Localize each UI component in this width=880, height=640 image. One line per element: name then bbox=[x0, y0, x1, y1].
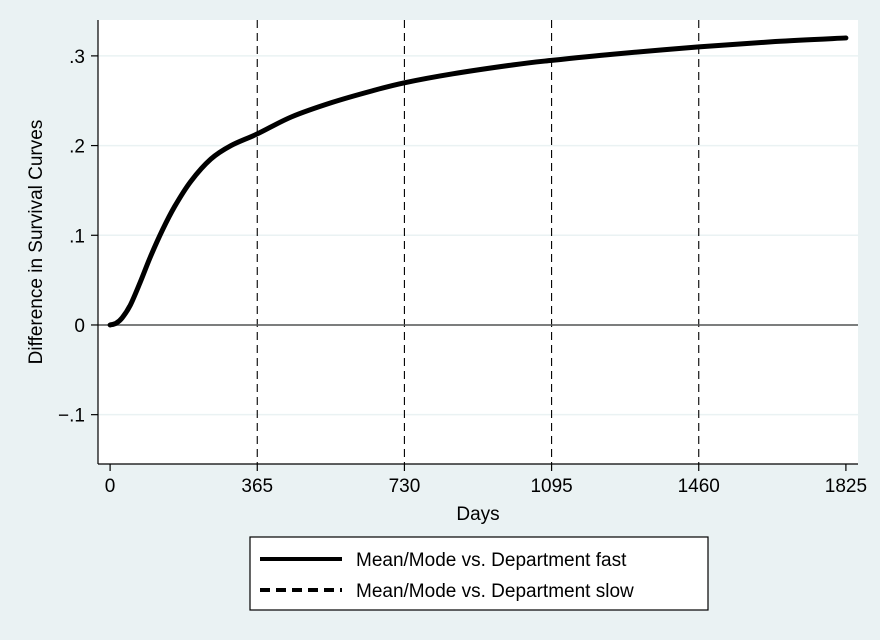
legend-label-slow: Mean/Mode vs. Department slow bbox=[356, 581, 634, 602]
y-tick-label: .3 bbox=[69, 47, 85, 68]
series-layer bbox=[107, 35, 849, 328]
series-line-0 bbox=[107, 35, 849, 328]
x-tick-label: 1825 bbox=[825, 476, 867, 497]
y-tick-label: .1 bbox=[69, 226, 85, 247]
legend-box bbox=[249, 536, 709, 611]
legend-label-fast: Mean/Mode vs. Department fast bbox=[356, 550, 627, 571]
x-tick-label: 1460 bbox=[678, 476, 720, 497]
x-tick-label: 365 bbox=[241, 476, 273, 497]
y-tick-label: .2 bbox=[69, 137, 85, 158]
legend: Mean/Mode vs. Department fast Mean/Mode … bbox=[249, 536, 709, 611]
plot-area bbox=[98, 20, 858, 464]
x-tick-label: 1095 bbox=[530, 476, 572, 497]
y-tick-label: 0 bbox=[74, 316, 85, 337]
y-tick-label: −.1 bbox=[58, 406, 85, 427]
x-axis-title: Days bbox=[456, 504, 499, 525]
x-tick-label: 0 bbox=[105, 476, 116, 497]
y-axis-title: Difference in Survival Curves bbox=[26, 120, 47, 365]
tick-labels: 0 365 730 1095 1460 1825 −.1 0 .1 .2 .3 bbox=[58, 47, 867, 497]
x-tick-label: 730 bbox=[389, 476, 421, 497]
axes bbox=[97, 20, 858, 465]
vertical-reference-lines bbox=[256, 20, 700, 464]
